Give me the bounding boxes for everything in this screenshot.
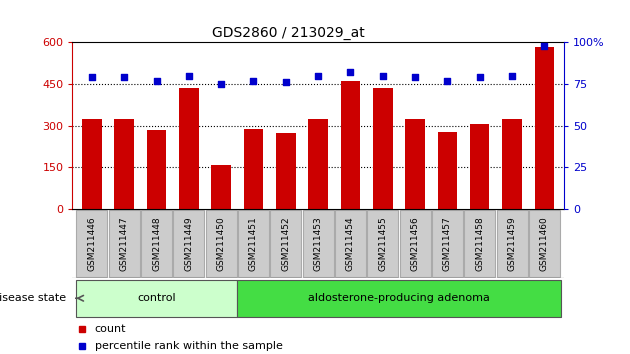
Bar <box>503 119 522 209</box>
Bar <box>82 119 101 209</box>
Bar <box>373 88 392 209</box>
Point <box>87 75 97 80</box>
Bar <box>115 119 134 209</box>
FancyBboxPatch shape <box>464 210 495 276</box>
Bar <box>276 133 295 209</box>
FancyBboxPatch shape <box>173 210 204 276</box>
FancyBboxPatch shape <box>205 210 237 276</box>
Bar <box>179 88 198 209</box>
Text: GSM211459: GSM211459 <box>508 216 517 271</box>
Point <box>313 73 323 79</box>
Text: GSM211454: GSM211454 <box>346 216 355 271</box>
Text: GSM211450: GSM211450 <box>217 216 226 271</box>
Text: percentile rank within the sample: percentile rank within the sample <box>94 341 282 351</box>
Bar <box>438 132 457 209</box>
FancyBboxPatch shape <box>76 280 238 316</box>
FancyBboxPatch shape <box>270 210 301 276</box>
Bar <box>341 81 360 209</box>
Bar <box>212 165 231 209</box>
Bar <box>147 130 166 209</box>
Text: GSM211453: GSM211453 <box>314 216 323 271</box>
Point <box>281 80 291 85</box>
Text: GSM211447: GSM211447 <box>120 216 129 271</box>
FancyBboxPatch shape <box>367 210 398 276</box>
Text: GSM211452: GSM211452 <box>282 216 290 271</box>
Text: GSM211457: GSM211457 <box>443 216 452 271</box>
FancyBboxPatch shape <box>399 210 431 276</box>
Text: GSM211460: GSM211460 <box>540 216 549 271</box>
FancyBboxPatch shape <box>238 210 269 276</box>
Text: GSM211451: GSM211451 <box>249 216 258 271</box>
Point <box>345 70 355 75</box>
Point <box>119 75 129 80</box>
Point <box>410 75 420 80</box>
FancyBboxPatch shape <box>108 210 140 276</box>
Point <box>216 81 226 87</box>
Text: GSM211456: GSM211456 <box>411 216 420 271</box>
Bar <box>470 124 490 209</box>
Text: GSM211449: GSM211449 <box>185 216 193 271</box>
FancyBboxPatch shape <box>496 210 528 276</box>
FancyBboxPatch shape <box>335 210 366 276</box>
Bar <box>244 129 263 209</box>
Point <box>248 78 258 84</box>
Text: count: count <box>94 324 126 333</box>
Text: GSM211458: GSM211458 <box>475 216 484 271</box>
Point <box>151 78 161 84</box>
Text: aldosterone-producing adenoma: aldosterone-producing adenoma <box>308 293 490 303</box>
Text: GSM211448: GSM211448 <box>152 216 161 271</box>
Point <box>507 73 517 79</box>
Title: GDS2860 / 213029_at: GDS2860 / 213029_at <box>212 26 365 40</box>
Point <box>184 73 194 79</box>
Point <box>378 73 388 79</box>
FancyBboxPatch shape <box>302 210 334 276</box>
FancyBboxPatch shape <box>529 210 560 276</box>
Text: GSM211455: GSM211455 <box>378 216 387 271</box>
Point <box>539 43 549 48</box>
Text: disease state: disease state <box>0 293 66 303</box>
Bar <box>535 47 554 209</box>
FancyBboxPatch shape <box>141 210 172 276</box>
FancyBboxPatch shape <box>432 210 463 276</box>
Bar <box>309 119 328 209</box>
Text: control: control <box>137 293 176 303</box>
Point <box>475 75 485 80</box>
Point <box>442 78 452 84</box>
Bar <box>406 119 425 209</box>
Text: GSM211446: GSM211446 <box>88 216 96 271</box>
FancyBboxPatch shape <box>76 210 107 276</box>
FancyBboxPatch shape <box>238 280 561 316</box>
